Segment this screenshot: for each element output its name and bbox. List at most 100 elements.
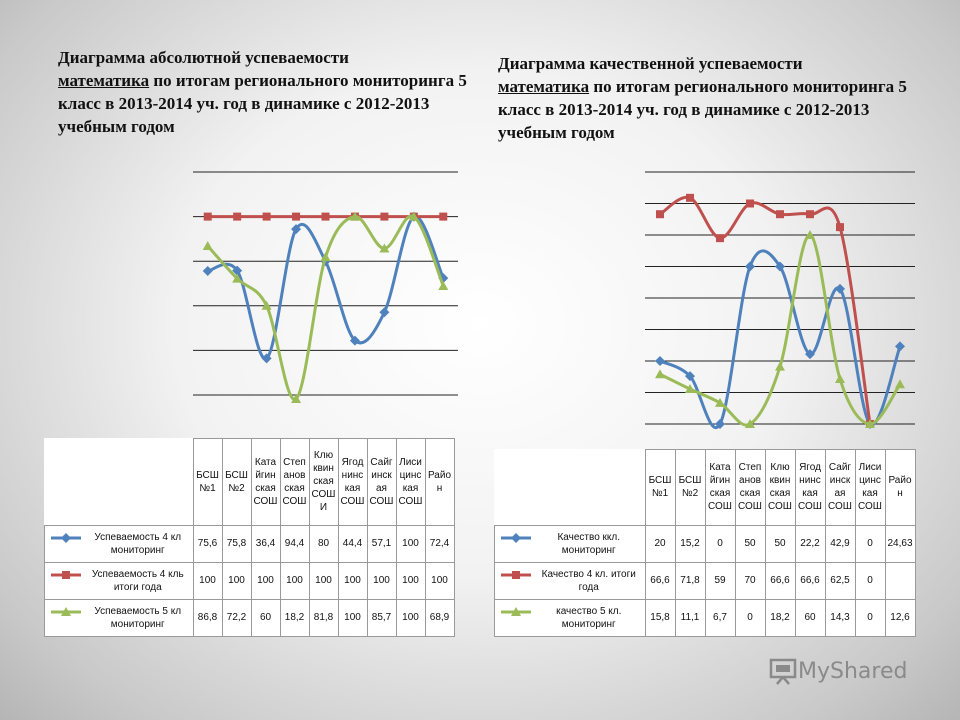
right-series-name: Качество 4 кл. итоги года (541, 568, 636, 593)
right-category-label: Лиси цинс кая СОШ (854, 449, 886, 526)
legend-marker-icon (501, 532, 531, 543)
right-data-label: 12,6 (884, 598, 916, 637)
right-category-label: Ката йгин ская СОШ (704, 449, 736, 526)
left-data-table: БСШ №1 БСШ №2 Ката йгин ская СОШ Степ анов ская СОШ… (44, 438, 455, 637)
left-chart-title: Диаграмма абсолютной успеваемости матема… (58, 48, 467, 136)
right-category-label: Сайг инск ая СОШ (824, 449, 856, 526)
left-data-label: 68,9 (424, 598, 455, 637)
left-data-label: 44,4 (337, 524, 368, 563)
right-data-label: 0 (854, 524, 886, 563)
right-data-label: 59 (704, 561, 736, 600)
right-data-label: 24,63 (884, 524, 916, 563)
legend-marker-icon (501, 570, 531, 579)
right-point (685, 371, 695, 382)
right-data-label: 60 (794, 598, 826, 637)
right-series-line-3 (659, 233, 902, 427)
legend-marker-icon (51, 532, 81, 543)
left-category-label: Сайг инск ая СОШ (366, 438, 397, 526)
right-point (835, 373, 845, 383)
left-data-label: 100 (192, 561, 223, 600)
left-category-label: БСШ №2 (221, 438, 252, 526)
left-point (349, 335, 360, 346)
right-point (835, 283, 845, 294)
left-legend-entry: Успеваемость 4 кл мониторинг (44, 524, 194, 563)
right-point (655, 369, 665, 379)
legend-marker-icon (501, 606, 531, 616)
right-data-label: 62,5 (824, 561, 856, 600)
left-point (261, 300, 272, 310)
right-data-label: 0 (854, 598, 886, 637)
left-data-label: 81,8 (308, 598, 339, 637)
watermark-text: MyShared (798, 658, 908, 684)
right-legend-entry: Качество 4 кл. итоги года (494, 561, 646, 600)
left-point (291, 394, 302, 404)
right-data-label: 50 (734, 524, 766, 563)
left-data-label: 57,1 (366, 524, 397, 563)
legend-marker-icon (51, 570, 81, 579)
right-point (745, 261, 755, 272)
right-data-label: 0 (854, 561, 886, 600)
left-point (202, 241, 213, 251)
left-data-label: 100 (366, 561, 397, 600)
left-point (349, 211, 360, 221)
left-data-label: 100 (395, 561, 426, 600)
right-data-label: 66,6 (764, 561, 796, 600)
right-point (775, 261, 785, 272)
right-point (716, 234, 724, 243)
right-data-label: 66,6 (644, 561, 676, 600)
left-data-label: 100 (308, 561, 339, 600)
right-data-table: БСШ №1 БСШ №2 Ката йгин ская СОШ Степ анов ская СОШ… (494, 449, 916, 637)
right-data-label: 14,3 (824, 598, 856, 637)
left-category-label: Ягод нинс кая СОШ (337, 438, 368, 526)
left-legend-entry: Успеваемость 5 кл мониторинг (44, 598, 194, 637)
left-data-label: 100 (395, 598, 426, 637)
left-data-label: 100 (424, 561, 455, 600)
right-point (655, 356, 665, 366)
left-series-name: Успеваемость 4 кль итоги года (91, 568, 184, 593)
right-data-label (884, 561, 916, 600)
right-point (776, 210, 784, 219)
right-point (895, 341, 905, 352)
right-legend-entry: Качество ккл. мониторинг (494, 524, 646, 563)
right-legend-entry: качество 5 кл. мониторинг (494, 598, 646, 637)
right-data-label: 22,2 (794, 524, 826, 563)
right-point (775, 361, 785, 371)
right-category-label: БСШ №2 (674, 449, 706, 526)
left-data-label: 72,4 (424, 524, 455, 563)
left-point (233, 212, 242, 221)
left-point (292, 212, 301, 221)
right-chart-title: Диаграмма качественной успеваемости мате… (498, 54, 907, 142)
left-chart-subject: математика (58, 71, 150, 90)
left-data-label: 100 (221, 561, 252, 600)
right-data-label: 15,8 (644, 598, 676, 637)
right-category-label: Клю квин ская СОШ (764, 449, 796, 526)
right-category-label: Степ анов ская СОШ (734, 449, 766, 526)
right-point (895, 379, 905, 389)
myshared-logo: MyShared (768, 656, 907, 686)
left-point (202, 266, 213, 277)
left-data-label: 85,7 (366, 598, 397, 637)
left-data-label: 94,4 (279, 524, 310, 563)
right-category-label: Райо н (884, 449, 916, 526)
left-category-label: Клю квин ская СОШ И (308, 438, 339, 526)
left-point (203, 212, 212, 221)
left-category-label: Райо н (424, 438, 455, 526)
left-point (321, 212, 330, 221)
right-point (865, 419, 875, 428)
left-data-label: 100 (337, 561, 368, 600)
left-data-label: 75,6 (192, 524, 223, 563)
left-point (379, 307, 390, 318)
right-chart-subject: математика (498, 77, 590, 96)
right-data-label: 20 (644, 524, 676, 563)
right-data-label: 71,8 (674, 561, 706, 600)
left-point (262, 212, 271, 221)
left-data-label: 100 (337, 598, 368, 637)
left-data-label: 60 (250, 598, 281, 637)
right-category-label: БСШ №1 (644, 449, 676, 526)
left-series-name: Успеваемость 5 кл мониторинг (94, 605, 182, 630)
right-data-label: 50 (764, 524, 796, 563)
legend-marker-icon (51, 606, 81, 616)
right-data-label: 0 (704, 524, 736, 563)
left-legend-entry: Успеваемость 4 кль итоги года (44, 561, 194, 600)
